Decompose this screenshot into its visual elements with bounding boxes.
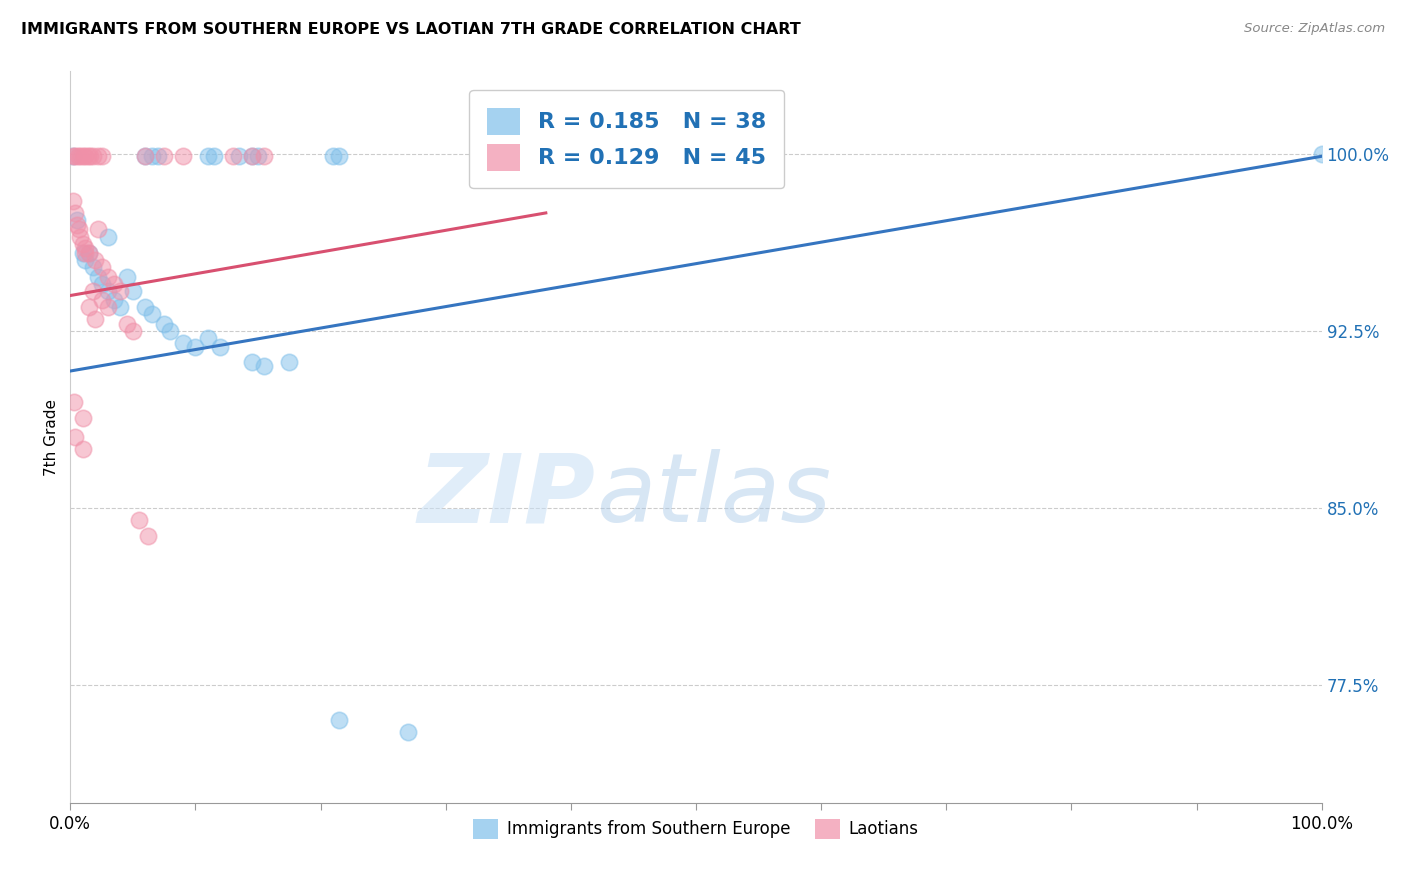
Point	[87, 269, 110, 284]
Point	[90, 260, 112, 275]
Point	[328, 713, 350, 727]
Point	[77, 246, 100, 260]
Point	[65, 149, 87, 163]
Point	[65, 213, 87, 227]
Point	[69, 229, 91, 244]
Point	[110, 301, 132, 315]
Point	[77, 246, 100, 260]
Point	[72, 246, 94, 260]
Point	[72, 149, 94, 163]
Point	[90, 293, 112, 308]
Point	[134, 301, 156, 315]
Point	[82, 149, 104, 163]
Point	[396, 725, 419, 739]
Point	[67, 222, 90, 236]
Point	[172, 149, 194, 163]
Point	[253, 149, 276, 163]
Point	[202, 149, 225, 163]
Point	[62, 194, 84, 208]
Point	[197, 331, 219, 345]
Point	[90, 149, 112, 163]
Point	[72, 442, 94, 456]
Point	[121, 324, 145, 338]
Point	[82, 260, 104, 275]
Point	[141, 149, 163, 163]
Point	[103, 293, 125, 308]
Point	[84, 253, 107, 268]
Point	[65, 430, 87, 444]
Point	[328, 149, 350, 163]
Point	[110, 284, 132, 298]
Point	[134, 149, 156, 163]
Point	[121, 284, 145, 298]
Point	[184, 340, 207, 354]
Legend: Immigrants from Southern Europe, Laotians: Immigrants from Southern Europe, Laotian…	[467, 812, 925, 846]
Point	[75, 149, 97, 163]
Point	[65, 218, 87, 232]
Point	[75, 246, 97, 260]
Point	[97, 229, 120, 244]
Point	[197, 149, 219, 163]
Point	[153, 317, 176, 331]
Point	[75, 241, 97, 255]
Point	[253, 359, 276, 374]
Point	[136, 529, 159, 543]
Point	[97, 301, 120, 315]
Point	[1310, 147, 1333, 161]
Point	[172, 335, 194, 350]
Point	[76, 149, 98, 163]
Point	[66, 149, 89, 163]
Text: ZIP: ZIP	[418, 449, 596, 542]
Point	[103, 277, 125, 291]
Point	[222, 149, 245, 163]
Point	[115, 269, 138, 284]
Point	[240, 149, 263, 163]
Point	[97, 284, 120, 298]
Point	[115, 317, 138, 331]
Point	[65, 206, 87, 220]
Point	[72, 236, 94, 251]
Point	[62, 149, 84, 163]
Point	[77, 301, 100, 315]
Text: Source: ZipAtlas.com: Source: ZipAtlas.com	[1244, 22, 1385, 36]
Point	[209, 340, 232, 354]
Point	[84, 312, 107, 326]
Text: atlas: atlas	[596, 449, 831, 542]
Point	[87, 149, 110, 163]
Text: IMMIGRANTS FROM SOUTHERN EUROPE VS LAOTIAN 7TH GRADE CORRELATION CHART: IMMIGRANTS FROM SOUTHERN EUROPE VS LAOTI…	[21, 22, 801, 37]
Point	[90, 277, 112, 291]
Point	[159, 324, 181, 338]
Point	[75, 253, 97, 268]
Point	[128, 513, 150, 527]
Point	[247, 149, 270, 163]
Point	[278, 354, 301, 368]
Point	[72, 411, 94, 425]
Point	[153, 149, 176, 163]
Point	[82, 284, 104, 298]
Point	[141, 307, 163, 321]
Point	[97, 269, 120, 284]
Point	[228, 149, 250, 163]
Point	[87, 222, 110, 236]
Point	[240, 354, 263, 368]
Point	[79, 149, 101, 163]
Y-axis label: 7th Grade: 7th Grade	[44, 399, 59, 475]
Point	[63, 394, 86, 409]
Point	[146, 149, 169, 163]
Point	[134, 149, 156, 163]
Point	[69, 149, 91, 163]
Point	[62, 149, 84, 163]
Point	[322, 149, 344, 163]
Point	[240, 149, 263, 163]
